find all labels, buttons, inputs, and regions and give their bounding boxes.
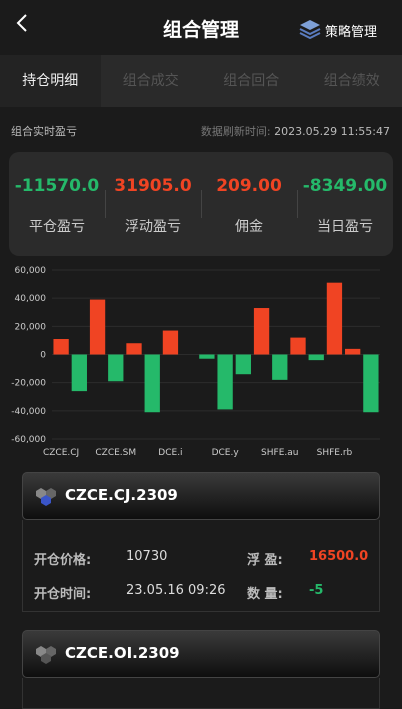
x-tick-label: SHFE.rb bbox=[317, 448, 353, 458]
field-label: 数 量: bbox=[247, 587, 283, 602]
refresh: 数据刷新时间: 2023.05.29 11:55:47 bbox=[201, 123, 390, 139]
strategy-link[interactable]: 策略管理 bbox=[325, 25, 378, 40]
bar bbox=[217, 354, 233, 410]
stat-value: 209.00 bbox=[216, 176, 282, 196]
strategy-icon bbox=[299, 20, 321, 39]
bar bbox=[53, 339, 69, 355]
refresh-label: 数据刷新时间: bbox=[200, 125, 271, 138]
bar bbox=[345, 348, 361, 355]
stat-label: 浮动盈亏 bbox=[125, 219, 181, 235]
chart: -60,000 -40,000 -20,000 0 20,000 40,000 60,000… bbox=[11, 266, 380, 458]
bar bbox=[144, 354, 160, 413]
divider bbox=[201, 190, 202, 218]
bar bbox=[162, 330, 179, 355]
refresh-time: 2023.05.29 11:55:47 bbox=[274, 125, 390, 138]
tab[interactable]: 组合绩效 bbox=[323, 73, 380, 89]
divider bbox=[297, 190, 298, 218]
y-tick-label: 40,000 bbox=[15, 294, 47, 304]
field-value: -5 bbox=[309, 583, 324, 598]
header: 组合管理 策略管理 bbox=[0, 0, 402, 55]
y-tick-label: -20,000 bbox=[11, 379, 46, 389]
divider bbox=[105, 190, 106, 218]
x-tick-label: DCE.i bbox=[158, 448, 182, 458]
bar bbox=[235, 354, 251, 375]
bar bbox=[126, 343, 142, 355]
bar bbox=[199, 354, 215, 359]
bar bbox=[108, 354, 124, 382]
position-body bbox=[22, 678, 380, 709]
back-icon[interactable] bbox=[14, 12, 30, 34]
y-tick-label: -60,000 bbox=[11, 435, 46, 445]
position-header[interactable]: CZCE.CJ.2309 bbox=[22, 472, 380, 520]
bar bbox=[363, 354, 379, 413]
field-value: 10730 bbox=[126, 549, 168, 564]
stat-value: 31905.0 bbox=[114, 176, 192, 196]
bar bbox=[253, 308, 270, 355]
summary-label: 组合实时盈亏 bbox=[11, 125, 77, 138]
y-tick-label: -40,000 bbox=[11, 407, 46, 417]
stat-label: 平仓盈亏 bbox=[29, 219, 85, 235]
position-header[interactable]: CZCE.OI.2309 bbox=[22, 630, 380, 678]
x-tick-label: CZCE.CJ bbox=[43, 448, 79, 458]
field-label: 开仓时间: bbox=[34, 587, 92, 602]
tab[interactable]: 组合成交 bbox=[122, 73, 179, 89]
field-value: 23.05.16 09:26 bbox=[126, 583, 226, 598]
y-tick-label: 20,000 bbox=[15, 322, 47, 332]
x-tick-label: DCE.y bbox=[212, 448, 240, 458]
stat-label: 当日盈亏 bbox=[317, 219, 373, 235]
position-code: CZCE.OI.2309 bbox=[65, 644, 180, 662]
bar bbox=[89, 299, 106, 355]
position-icon bbox=[36, 488, 56, 506]
stat-label: 佣金 bbox=[235, 219, 263, 235]
bar bbox=[272, 354, 288, 380]
y-tick-label: 0 bbox=[40, 351, 46, 361]
bar bbox=[71, 354, 87, 392]
field-label: 浮 盈: bbox=[247, 553, 283, 568]
bar bbox=[308, 354, 324, 361]
x-tick-label: SHFE.au bbox=[261, 448, 298, 458]
position-icon bbox=[36, 646, 56, 664]
tab[interactable]: 组合回合 bbox=[223, 73, 280, 89]
stat-value: -8349.00 bbox=[302, 176, 388, 196]
bar bbox=[326, 282, 343, 355]
position-body: 开仓价格: 10730 浮 盈: 16500.0 开仓时间: 23.05.16 … bbox=[22, 520, 380, 612]
field-label: 开仓价格: bbox=[34, 553, 92, 568]
bar bbox=[290, 337, 306, 355]
title: 组合管理 bbox=[162, 19, 239, 41]
tab[interactable]: 持仓明细 bbox=[0, 55, 101, 107]
summary-card: -11570.0 平仓盈亏 31905.0 浮动盈亏 209.00 佣金 -83… bbox=[9, 152, 393, 256]
position-code: CZCE.CJ.2309 bbox=[65, 486, 178, 504]
field-value: 16500.0 bbox=[309, 549, 369, 564]
y-tick-label: 60,000 bbox=[15, 266, 47, 276]
stat-value: -11570.0 bbox=[14, 176, 100, 196]
tab-bar: 持仓明细 组合成交 组合回合 组合绩效 bbox=[0, 55, 402, 107]
x-tick-label: CZCE.SM bbox=[95, 448, 136, 458]
